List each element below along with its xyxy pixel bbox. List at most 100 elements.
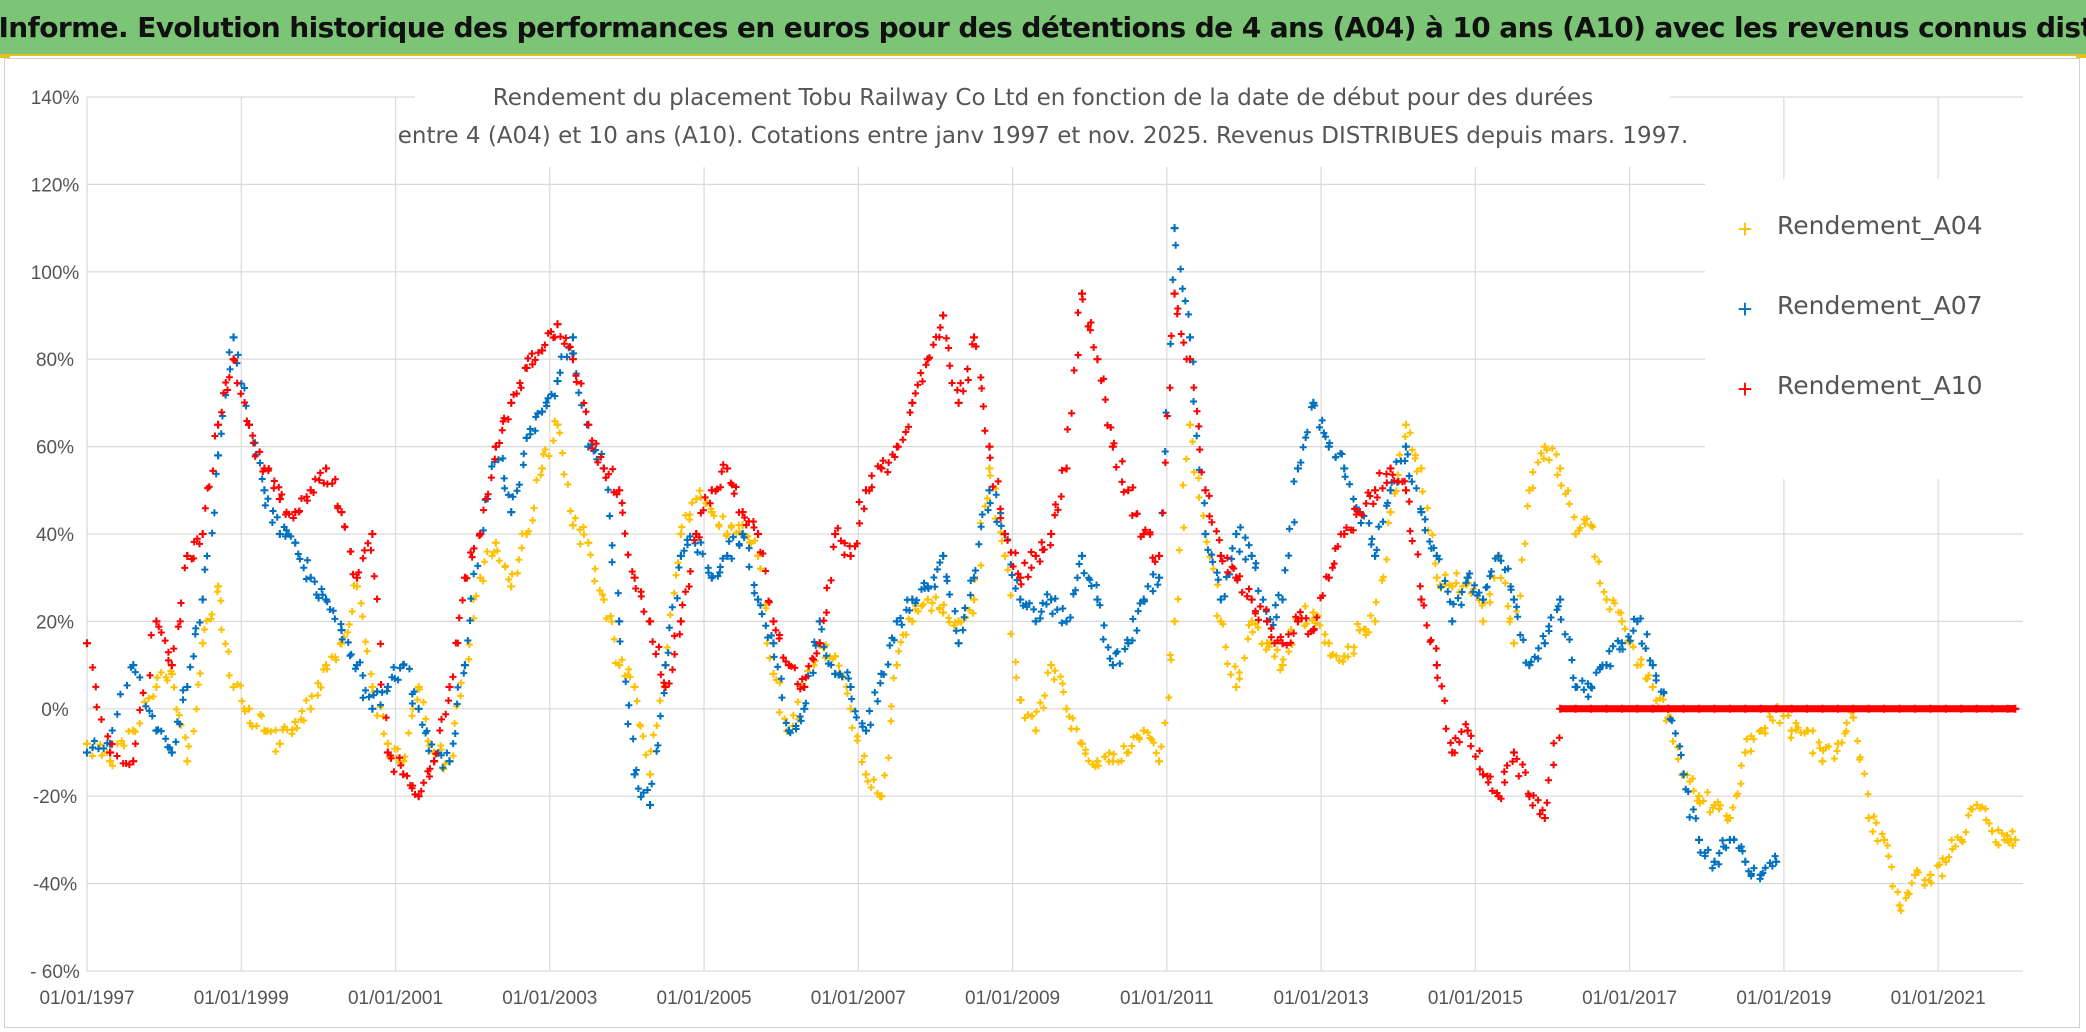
interp-point [190, 554, 198, 562]
interp-point [1843, 719, 1851, 727]
interp-point [526, 425, 534, 433]
interp-point [370, 572, 378, 580]
interp-point [1964, 811, 1972, 819]
interp-point [678, 523, 686, 531]
interp-point [873, 789, 881, 797]
interp-point [203, 617, 210, 625]
interp-point [660, 689, 668, 697]
interp-point [717, 483, 725, 491]
interp-point [918, 377, 926, 385]
data-point [507, 398, 516, 407]
interp-point [136, 719, 144, 727]
interp-point [1120, 488, 1128, 496]
data-point [661, 661, 670, 670]
data-point [1263, 617, 1272, 626]
interp-point [1769, 716, 1777, 724]
interp-point [1099, 635, 1107, 643]
interp-point [1110, 439, 1118, 447]
interp-point [902, 631, 910, 639]
interp-point [1245, 541, 1253, 549]
data-point [83, 748, 91, 757]
interp-point [113, 752, 121, 760]
interp-point [1595, 558, 1603, 566]
interp-point [1408, 537, 1416, 545]
interp-point [176, 617, 184, 625]
data-point [908, 617, 917, 626]
interp-point [843, 668, 851, 676]
interp-point [293, 724, 301, 732]
interp-point [948, 379, 956, 387]
data-point [846, 704, 855, 713]
data-point [368, 704, 377, 713]
interp-point [1596, 665, 1604, 673]
interp-point [108, 727, 116, 735]
interp-point [609, 465, 617, 473]
interp-point [1856, 755, 1864, 763]
interp-point [1051, 595, 1059, 603]
interp-point [637, 592, 645, 600]
interp-point [884, 660, 892, 668]
interp-point [929, 341, 937, 349]
interp-point [860, 505, 868, 513]
interp-point [1453, 569, 1461, 577]
interp-point [890, 636, 898, 644]
interp-point [1401, 477, 1409, 485]
interp-point [986, 454, 994, 462]
interp-point [1161, 447, 1169, 455]
interp-point [1716, 801, 1724, 809]
interp-point [528, 360, 536, 368]
interp-point [359, 554, 367, 562]
interp-point [1614, 637, 1622, 645]
interp-point [608, 618, 616, 626]
interp-point [1994, 841, 2002, 849]
x-axis-labels: 01/01/1997 01/01/1999 01/01/2001 01/01/2003… [39, 988, 1985, 1009]
interp-point [1128, 742, 1136, 750]
x-tick-label: 01/01/2015 [1428, 988, 1523, 1009]
interp-point [408, 712, 416, 720]
interp-point [1671, 729, 1679, 737]
interp-point [1737, 843, 1745, 851]
interp-point [1275, 591, 1283, 599]
data-point [1247, 595, 1256, 604]
interp-point [1248, 628, 1256, 636]
interp-point [361, 546, 369, 554]
interp-point [480, 558, 488, 566]
interp-point [2008, 827, 2016, 835]
interp-point [906, 409, 914, 417]
data-point [1540, 639, 1549, 648]
interp-point [1041, 692, 1049, 700]
data-point [214, 582, 223, 591]
interp-point [1330, 560, 1338, 568]
interp-point [838, 673, 846, 681]
interp-point [1583, 515, 1591, 523]
interp-point [1504, 565, 1512, 573]
interp-point [541, 446, 549, 454]
interp-point [1366, 492, 1374, 500]
interp-point [519, 461, 527, 469]
interp-point [377, 640, 385, 648]
interp-point [1048, 610, 1056, 618]
interp-point [1475, 589, 1483, 597]
interp-point [1369, 500, 1377, 508]
interp-point [714, 572, 722, 580]
interp-point [591, 577, 599, 585]
interp-point [1504, 602, 1512, 610]
interp-point [1287, 639, 1295, 647]
data-point [229, 682, 238, 691]
y-tick-label: 0% [41, 700, 69, 721]
interp-point [1255, 616, 1263, 624]
data-point [1401, 486, 1410, 495]
interp-point [543, 402, 551, 410]
data-point [1216, 595, 1225, 604]
interp-point [504, 491, 512, 499]
interp-point [442, 710, 450, 718]
interp-point [1509, 757, 1517, 765]
interp-point [1199, 512, 1207, 520]
interp-point [545, 452, 553, 460]
data-point [244, 420, 253, 429]
interp-point [1948, 836, 1956, 844]
data-point [1155, 573, 1164, 582]
data-point [1417, 595, 1426, 604]
data-point [877, 464, 886, 473]
data-point [1062, 704, 1071, 713]
